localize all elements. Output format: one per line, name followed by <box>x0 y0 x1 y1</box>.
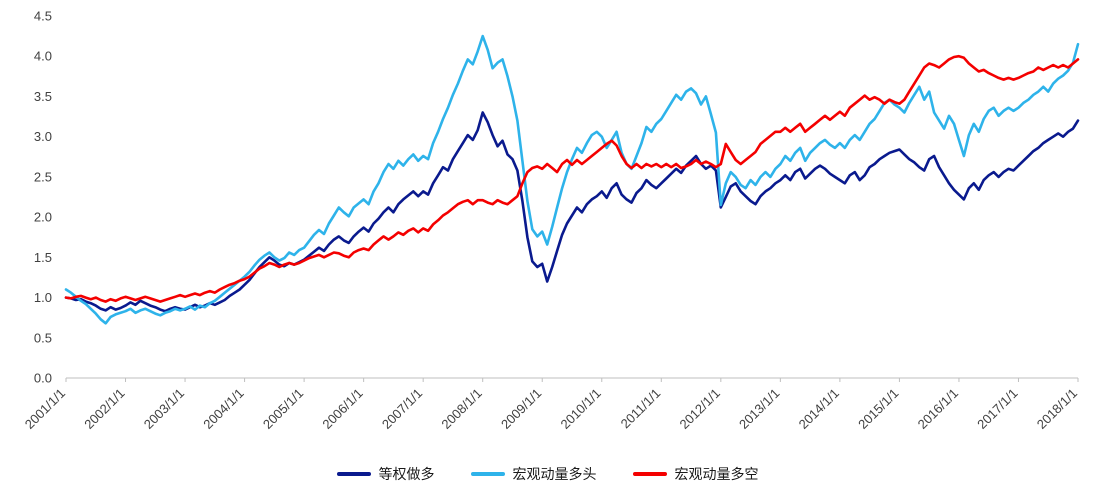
y-tick-label: 3.5 <box>34 89 52 104</box>
x-tick-label: 2004/1/1 <box>200 386 246 432</box>
x-axis-ticks <box>65 378 1079 382</box>
x-tick-label: 2018/1/1 <box>1034 386 1080 432</box>
series-line-1 <box>64 34 1080 325</box>
y-tick-label: 0.5 <box>34 330 52 345</box>
x-tick-label: 2017/1/1 <box>974 386 1020 432</box>
legend-marker-0 <box>336 472 371 476</box>
y-tick-label: 0.0 <box>34 371 52 386</box>
series-line-0 <box>64 111 1080 313</box>
legend-item-2: 宏观动量多空 <box>632 464 759 484</box>
x-axis-labels: 2001/1/1 2002/1/1 2003/1/1 2004/1/1 2005/1/1… <box>22 386 1080 432</box>
y-tick-label: 4.0 <box>34 49 52 64</box>
x-tick-label: 2008/1/1 <box>438 386 484 432</box>
x-tick-label: 2016/1/1 <box>915 386 961 432</box>
x-tick-label: 2002/1/1 <box>81 386 127 432</box>
y-tick-label: 2.5 <box>34 169 52 184</box>
x-tick-label: 2005/1/1 <box>260 386 306 432</box>
x-tick-label: 2014/1/1 <box>796 386 842 432</box>
x-tick-label: 2007/1/1 <box>379 386 425 432</box>
line-chart: 0.00.51.01.52.02.53.03.54.04.5 2001/1/1 2… <box>22 9 1080 432</box>
legend-label-2: 宏观动量多空 <box>674 466 759 482</box>
legend-label-0: 等权做多 <box>378 466 435 482</box>
legend-item-0: 等权做多 <box>336 464 435 484</box>
y-tick-label: 2.0 <box>34 210 52 225</box>
plot-series <box>64 34 1080 325</box>
legend-marker-2 <box>632 472 667 476</box>
y-axis-labels: 0.0 0.5 1.0 1.5 2.0 2.5 3.0 3.5 4.0 4.5 <box>34 9 52 386</box>
y-tick-label: 1.5 <box>34 250 52 265</box>
series-line-2 <box>64 54 1080 303</box>
x-tick-label: 2006/1/1 <box>319 386 365 432</box>
x-tick-label: 2015/1/1 <box>855 386 901 432</box>
x-tick-label: 2010/1/1 <box>557 386 603 432</box>
legend-marker-1 <box>470 472 505 476</box>
x-tick-label: 2013/1/1 <box>736 386 782 432</box>
x-tick-label: 2001/1/1 <box>22 386 68 432</box>
legend-item-1: 宏观动量多头 <box>470 464 597 484</box>
x-tick-label: 2012/1/1 <box>677 386 723 432</box>
x-tick-label: 2009/1/1 <box>498 386 544 432</box>
x-tick-label: 2011/1/1 <box>618 386 664 432</box>
y-tick-label: 4.5 <box>34 9 52 24</box>
chart-legend: 等权做多 宏观动量多头 宏观动量多空 <box>0 464 1095 484</box>
y-tick-label: 3.0 <box>34 129 52 144</box>
x-tick-label: 2003/1/1 <box>141 386 187 432</box>
legend-label-1: 宏观动量多头 <box>512 466 597 482</box>
y-tick-label: 1.0 <box>34 290 52 305</box>
